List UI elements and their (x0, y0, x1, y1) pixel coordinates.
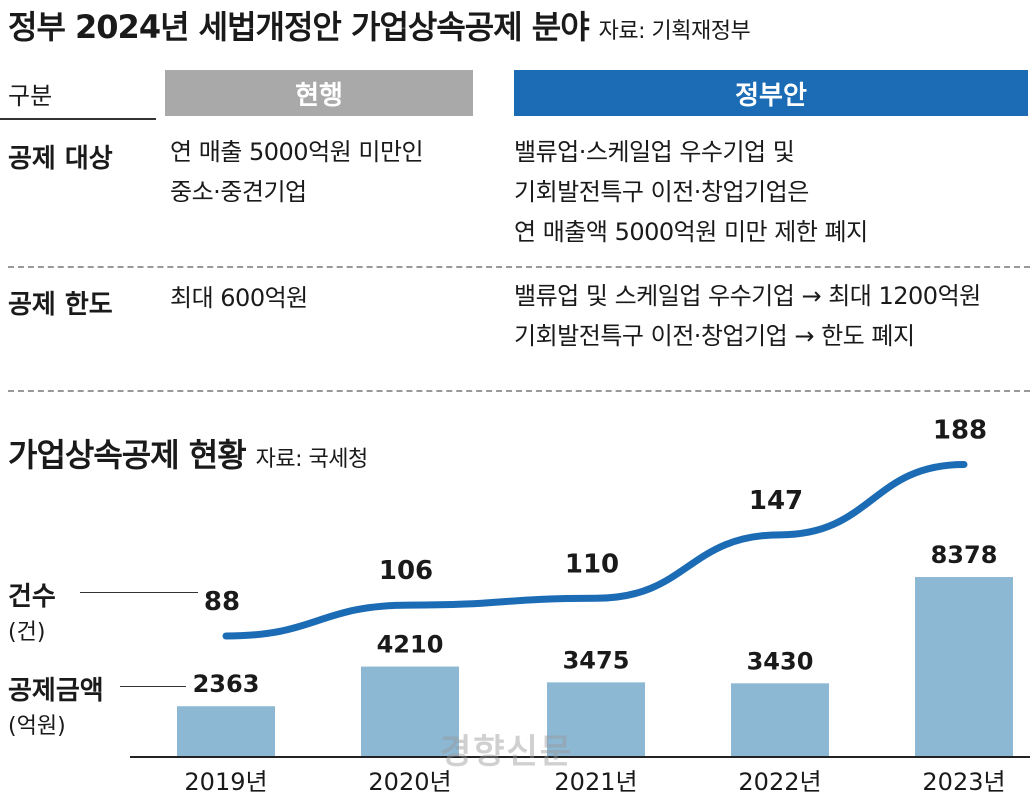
cell-line: 기회발전특구 이전·창업기업은 (514, 178, 809, 206)
row-target-current: 연 매출 5000억원 미만인 중소·중견기업 (170, 132, 424, 212)
count-point (961, 461, 967, 468)
bar (547, 682, 645, 757)
row-divider (8, 266, 1030, 268)
count-value-label: 147 (749, 486, 803, 516)
count-line (222, 461, 968, 640)
bar (361, 666, 459, 757)
x-tick-label: 2022년 (738, 768, 821, 796)
count-point (407, 602, 413, 609)
col-gov-header: 정부안 (514, 70, 1028, 116)
cell-line: 밸류업 및 스케일업 우수기업 → 최대 1200억원 (514, 282, 981, 310)
count-value-label: 88 (204, 587, 240, 617)
count-point (223, 633, 229, 639)
x-tick-label: 2023년 (922, 768, 1005, 796)
col-current-header: 현행 (165, 70, 473, 116)
amount-guide-line (120, 686, 186, 687)
count-value-label: 110 (565, 549, 619, 579)
bar-value-label: 3430 (747, 647, 814, 675)
cell-line: 연 매출액 5000억원 미만 제한 폐지 (514, 218, 868, 246)
bar (915, 577, 1013, 757)
count-point (593, 595, 599, 602)
watermark: 경향신문 (440, 732, 574, 772)
count-label: 건수 (8, 582, 56, 612)
count-value-label: 188 (933, 416, 987, 446)
cell-line: 중소·중견기업 (170, 178, 307, 206)
cell-line: 밸류업·스케일업 우수기업 및 (514, 138, 795, 166)
chart-title-text: 가업상속공제 현황 (8, 436, 247, 474)
title-text: 정부 2024년 세법개정안 가업상속공제 분야 (8, 8, 590, 46)
row-limit-current: 최대 600억원 (170, 278, 308, 318)
bar-value-label: 3475 (563, 646, 630, 674)
bar (177, 706, 275, 757)
cell-line: 연 매출 5000억원 미만인 (170, 138, 424, 166)
title-source: 자료: 기획재정부 (598, 19, 751, 44)
count-guide-line (80, 592, 198, 593)
amount-unit: (억원) (8, 714, 66, 739)
bar-value-label: 2363 (193, 670, 260, 698)
chart-title: 가업상속공제 현황 자료: 국세청 (8, 430, 368, 476)
table-bottom-divider (8, 390, 1030, 392)
row-target-gov: 밸류업·스케일업 우수기업 및 기회발전특구 이전·창업기업은 연 매출액 50… (514, 132, 868, 252)
page-title: 정부 2024년 세법개정안 가업상속공제 분야 자료: 기획재정부 (8, 2, 751, 48)
x-tick-label: 2019년 (184, 768, 267, 796)
row-label-limit: 공제 한도 (8, 290, 113, 320)
cell-line: 기회발전특구 이전·창업기업 → 한도 폐지 (514, 322, 915, 350)
chart-source: 자료: 국세청 (255, 447, 369, 472)
count-value-label: 106 (379, 556, 433, 586)
bar-value-label: 4210 (377, 631, 444, 659)
bar (731, 683, 829, 757)
row-label-target: 공제 대상 (8, 144, 113, 174)
x-tick-label: 2021년 (554, 768, 637, 796)
count-point (777, 531, 783, 538)
row-limit-gov: 밸류업 및 스케일업 우수기업 → 최대 1200억원 기회발전특구 이전·창업… (514, 276, 981, 356)
cell-line: 최대 600억원 (170, 284, 308, 312)
col-label-underline (0, 118, 156, 120)
count-unit: (건) (8, 620, 46, 645)
col-label: 구분 (8, 82, 53, 110)
bar-value-label: 8378 (931, 541, 998, 569)
amount-label: 공제금액 (8, 676, 104, 706)
x-tick-label: 2020년 (368, 768, 451, 796)
